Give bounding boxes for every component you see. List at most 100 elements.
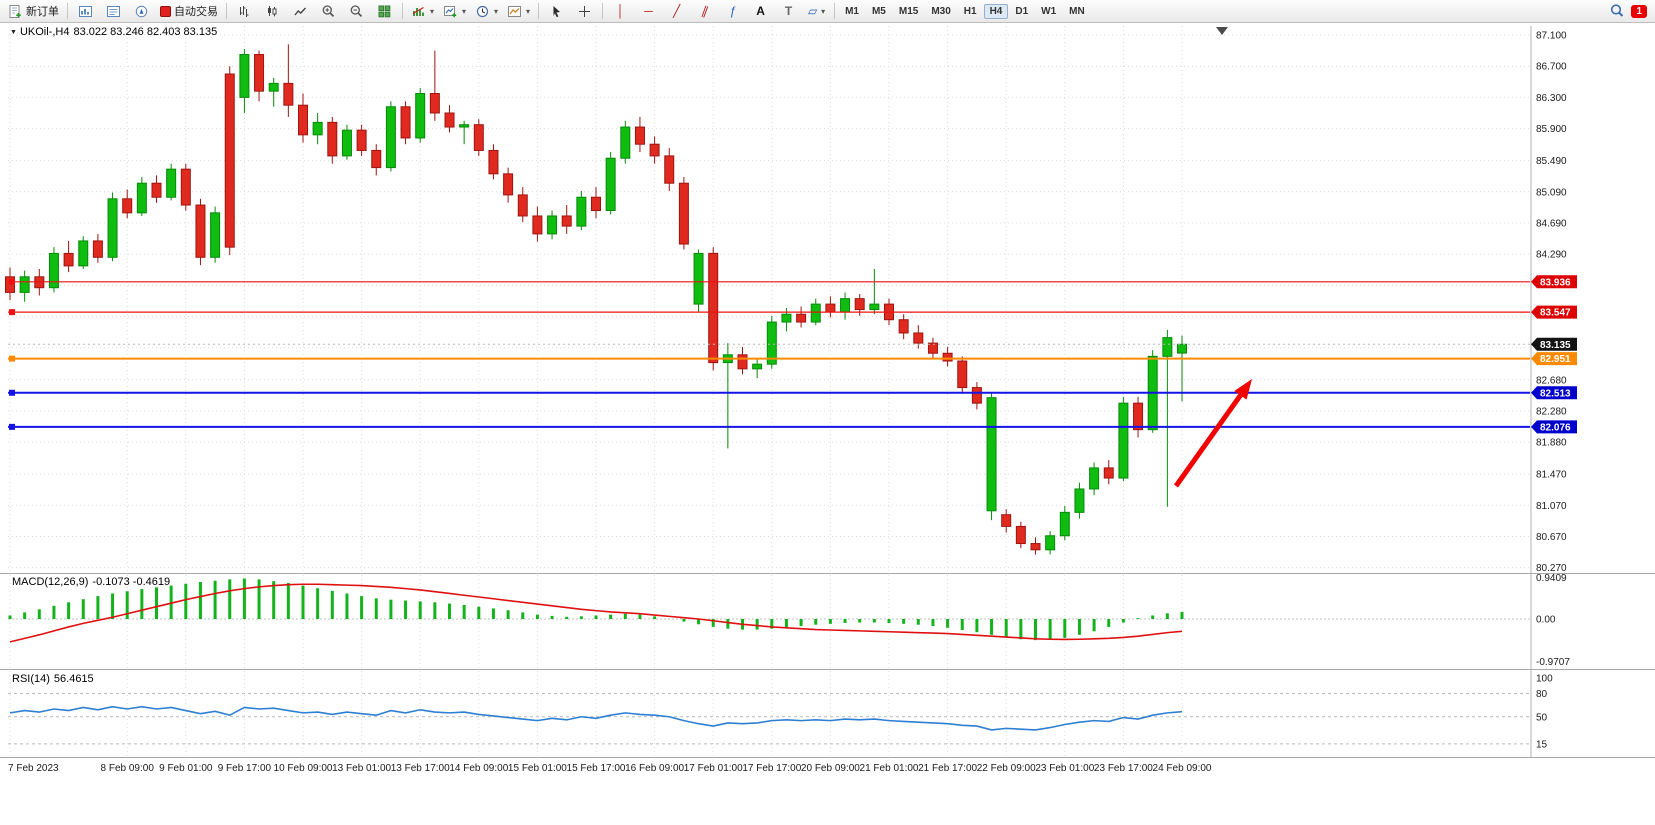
toolbar-separator	[602, 3, 604, 19]
candle	[459, 120, 470, 145]
horizontal-line-icon: ─	[644, 4, 653, 18]
toolbar-separator	[538, 3, 540, 19]
candle	[268, 77, 279, 107]
time-scale[interactable]: 7 Feb 2023 8 Feb 09:00 9 Feb 01:00 9 Feb 17…	[8, 763, 1212, 774]
line-handle[interactable]	[9, 309, 15, 316]
dropdown-caret-icon: ▾	[430, 6, 435, 16]
line-handle[interactable]	[9, 389, 15, 396]
price-tick-label: 87.100	[1536, 31, 1567, 42]
price-tick-label: 85.900	[1536, 124, 1567, 135]
timeframe-button-h1[interactable]: H1	[963, 5, 977, 17]
cursor-tool-button[interactable]	[543, 1, 570, 22]
candle	[1133, 396, 1144, 438]
new-chart-button[interactable]: ▾	[439, 1, 470, 22]
tile-windows-button[interactable]	[371, 1, 398, 22]
timeframe-toolbar: M1 M5 M15 M30 H1 H4 D1 W1 MN	[839, 3, 1091, 19]
channel-tool-button[interactable]: ∥	[691, 1, 718, 22]
notification-badge[interactable]: 1	[1631, 4, 1647, 18]
candle	[1177, 335, 1187, 402]
candle	[1089, 462, 1100, 496]
time-tick-label: 22 Feb 09:00	[977, 763, 1036, 774]
timeframe-button-d1[interactable]: D1	[1015, 5, 1029, 17]
horizontal-line-tool-button[interactable]: ─	[635, 1, 662, 22]
indicators-button[interactable]: ▾	[407, 1, 438, 22]
time-tick-label: 17 Feb 17:00	[742, 763, 801, 774]
toolbar-separator	[402, 3, 403, 19]
zoom-out-button[interactable]	[343, 1, 370, 22]
chart-plot-area[interactable]	[8, 26, 1530, 571]
vertical-line-tool-button[interactable]: │	[607, 1, 634, 22]
macd-scale-label: 0.00	[1536, 615, 1556, 626]
candle	[1045, 531, 1056, 555]
data-window-icon	[107, 5, 120, 17]
trendline-tool-button[interactable]: ╱	[663, 1, 690, 22]
time-tick-label: 10 Feb 09:00	[274, 763, 333, 774]
search-button[interactable]	[1603, 1, 1630, 22]
candle	[620, 120, 631, 164]
candle	[48, 247, 59, 293]
shapes-tool-button[interactable]: ▱ ▾	[803, 1, 830, 22]
fibonacci-tool-button[interactable]: ƒ	[719, 1, 746, 22]
crosshair-tool-button[interactable]	[571, 1, 598, 22]
timeframe-button-m1[interactable]: M1	[845, 5, 859, 17]
zoom-out-icon	[350, 4, 363, 17]
candle	[752, 358, 763, 379]
line-handle[interactable]	[9, 278, 15, 285]
navigator-button[interactable]	[128, 1, 155, 22]
periods-button[interactable]: ▾	[471, 1, 502, 22]
market-watch-button[interactable]	[72, 1, 99, 22]
new-order-label: 新订单	[26, 6, 59, 18]
line-handle[interactable]	[9, 355, 15, 362]
timeframe-button-w1[interactable]: W1	[1041, 5, 1057, 17]
price-tick-label: 81.070	[1536, 501, 1567, 512]
bar-chart-type-button[interactable]	[231, 1, 258, 22]
zoom-in-button[interactable]	[315, 1, 342, 22]
dropdown-caret-icon: ▾	[821, 6, 826, 16]
text-tool-button[interactable]: A	[747, 1, 774, 22]
candlestick-type-button[interactable]	[259, 1, 286, 22]
candle	[708, 247, 719, 371]
line-chart-type-button[interactable]	[287, 1, 314, 22]
rsi-scale-label: 15	[1536, 739, 1548, 750]
timeframe-button-mn[interactable]: MN	[1069, 5, 1085, 17]
candle	[561, 205, 572, 234]
auto-trading-button[interactable]: 自动交易	[156, 1, 222, 22]
timeframe-button-m5[interactable]: M5	[871, 5, 886, 17]
candle	[195, 198, 206, 266]
time-tick-label: 23 Feb 17:00	[1094, 763, 1153, 774]
candle	[210, 206, 221, 263]
candle	[151, 175, 162, 203]
chart-shift-marker-icon[interactable]	[1216, 27, 1228, 35]
cursor-icon	[553, 5, 561, 17]
time-tick-label: 15 Feb 01:00	[508, 763, 567, 774]
macd-panel: 0.9409 0.00 -0.9707	[8, 573, 1570, 668]
candle	[107, 192, 118, 262]
toolbar-separator	[834, 3, 836, 19]
horizontal-lines	[8, 278, 1530, 430]
candle	[927, 337, 938, 359]
label-tool-button[interactable]: T	[775, 1, 802, 22]
symbol-dropdown-icon[interactable]: ▼	[10, 29, 17, 36]
candle	[356, 124, 367, 156]
text-tool-icon: A	[756, 4, 765, 18]
candle	[957, 356, 968, 394]
price-tick-label: 81.880	[1536, 438, 1567, 449]
time-tick-label: 13 Feb 01:00	[332, 763, 391, 774]
price-tick-label: 82.680	[1536, 375, 1567, 386]
price-tick-label: 84.290	[1536, 250, 1567, 261]
candle	[576, 191, 587, 230]
data-window-button[interactable]	[100, 1, 127, 22]
timeframe-button-m30[interactable]: M30	[931, 5, 951, 17]
price-scale[interactable]: 87.100 86.700 86.300 85.900 85.490 85.090 84.6…	[1531, 31, 1577, 575]
candle	[737, 347, 748, 375]
chart-title: ▼ UKOil-,H4 83.022 83.246 82.403 83.135	[10, 26, 221, 38]
templates-button[interactable]: ▾	[503, 1, 534, 22]
line-handle[interactable]	[9, 423, 15, 430]
timeframe-button-h4[interactable]: H4	[983, 3, 1009, 19]
timeframe-button-m15[interactable]: M15	[898, 5, 919, 17]
rsi-line	[9, 705, 1183, 731]
new-order-button[interactable]: 新订单	[4, 1, 63, 22]
trend-arrow-annotation[interactable]	[1173, 379, 1252, 488]
macd-scale-label: 0.9409	[1536, 573, 1567, 584]
